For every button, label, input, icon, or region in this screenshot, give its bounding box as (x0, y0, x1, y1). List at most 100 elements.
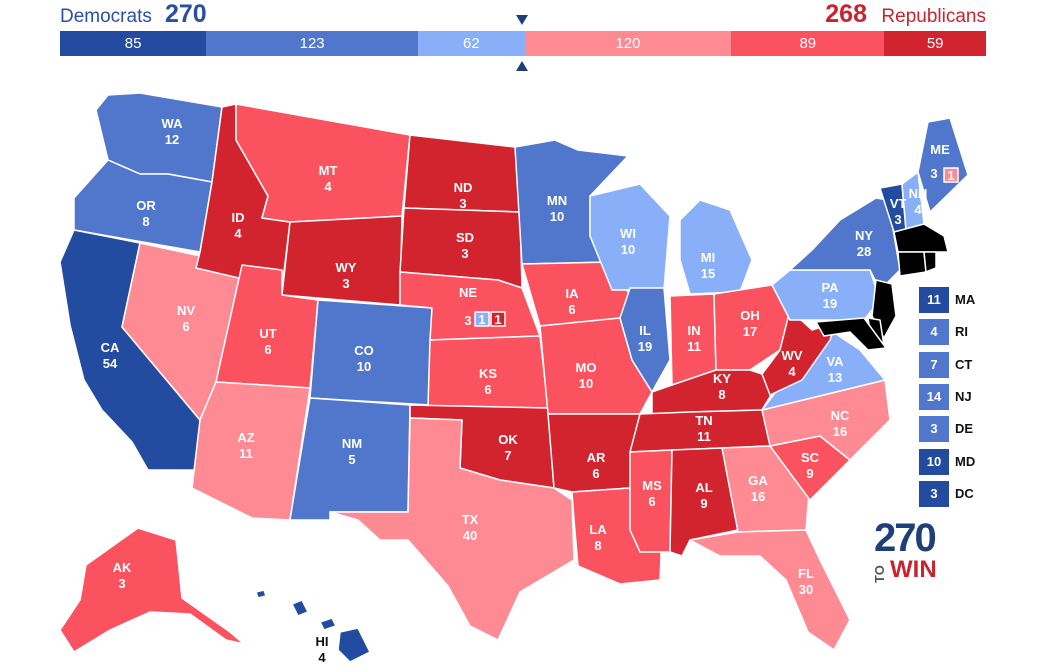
ne-district-2-box[interactable] (474, 311, 490, 327)
small-state-abbr: DE (955, 421, 974, 437)
small-state-ma[interactable]: 11 MA (919, 287, 1039, 313)
state-ev-wi: 10 (621, 242, 635, 257)
state-ev-ne: 3 (464, 313, 471, 328)
democrats-total: 270 (165, 0, 207, 28)
small-state-ev-box: 11 (919, 287, 949, 313)
state-label-sd: SD (456, 230, 474, 245)
ev-bar-safe-dem: 85 (60, 31, 207, 56)
state-label-tn: TN (695, 413, 712, 428)
state-me[interactable] (917, 117, 969, 213)
state-label-wy: WY (336, 260, 357, 275)
state-label-il: IL (639, 323, 651, 338)
state-ev-pa: 19 (823, 296, 837, 311)
state-ev-nc: 16 (833, 424, 847, 439)
small-state-dc[interactable]: 3 DC (919, 480, 1039, 507)
ne-district-2-ev: 1 (478, 312, 485, 327)
state-az[interactable] (191, 381, 311, 521)
state-ev-ms: 6 (648, 494, 655, 509)
state-label-wv: WV (782, 348, 803, 363)
state-ak[interactable] (59, 527, 245, 653)
small-state-ev-box: 10 (919, 448, 949, 475)
state-ev-ok: 7 (504, 448, 511, 463)
state-label-tx: TX (462, 512, 479, 527)
small-state-abbr: MD (955, 453, 976, 469)
ev-bar-safe-rep: 59 (884, 31, 986, 56)
logo-to: TO (872, 565, 887, 583)
state-label-ia: IA (566, 286, 580, 301)
ev-bar-likely-dem: 123 (206, 31, 418, 56)
me-district-2-box[interactable] (943, 167, 959, 183)
small-state-abbr: DC (955, 485, 974, 501)
state-ri[interactable] (923, 251, 937, 273)
state-ev-wv: 4 (788, 364, 796, 379)
state-ev-il: 19 (638, 339, 652, 354)
small-state-ev-box: 7 (919, 351, 949, 378)
ne-district-3-ev: 1 (494, 312, 501, 327)
ne-district-3-box[interactable] (490, 311, 506, 327)
state-ma[interactable] (893, 223, 949, 253)
small-state-ev-box: 3 (919, 416, 949, 443)
state-ms[interactable] (629, 449, 673, 553)
small-state-abbr: MA (955, 292, 976, 307)
us-electoral-map: WA12OR8CA54NV6ID4MT4WY3UT6AZ11CO10NM5ND3… (59, 92, 969, 665)
state-ev-mn: 10 (550, 209, 564, 224)
270-marker-top-icon (516, 15, 528, 25)
state-ev-ga: 16 (751, 489, 765, 504)
state-ev-mt: 4 (324, 179, 332, 194)
state-ev-tn: 11 (697, 429, 711, 444)
logo-win: WIN (890, 556, 937, 583)
state-ev-wa: 12 (165, 132, 179, 147)
state-ev-mi: 15 (701, 266, 715, 281)
state-mi[interactable] (679, 199, 753, 295)
state-label-ny: NY (855, 228, 873, 243)
state-md[interactable] (815, 317, 887, 351)
state-label-ne: NE (459, 285, 477, 300)
state-fl[interactable] (689, 529, 851, 651)
state-ev-sc: 9 (806, 466, 813, 481)
ev-bar-likely-rep: 89 (731, 31, 885, 56)
state-label-ks: KS (479, 366, 497, 381)
state-label-ca: CA (101, 340, 120, 355)
state-label-in: IN (688, 323, 701, 338)
state-ev-ny: 28 (857, 244, 871, 259)
small-state-abbr: CT (955, 356, 973, 372)
state-ev-vt: 3 (894, 212, 901, 227)
state-ev-id: 4 (234, 226, 242, 241)
small-state-ev-box: 14 (919, 383, 949, 410)
small-state-ri[interactable]: 4 RI (919, 319, 1039, 346)
state-label-mi: MI (701, 250, 715, 265)
democrats-label: Democrats (60, 6, 152, 27)
state-ev-co: 10 (357, 359, 371, 374)
state-tx[interactable] (329, 417, 575, 641)
state-label-fl: FL (798, 566, 814, 581)
state-ev-ks: 6 (484, 382, 491, 397)
state-label-nh: NH (909, 186, 928, 201)
state-label-al: AL (695, 480, 712, 495)
state-label-nm: NM (342, 436, 362, 451)
state-pa[interactable] (771, 269, 881, 321)
state-ev-mo: 10 (579, 376, 593, 391)
small-state-de[interactable]: 3 DE (919, 416, 1039, 443)
state-ev-ut: 6 (264, 342, 271, 357)
state-label-hi: HI (316, 634, 329, 649)
state-label-wa: WA (162, 116, 184, 131)
small-state-nj[interactable]: 14 NJ (919, 383, 1039, 410)
electoral-vote-bar: 85 123 62 120 89 59 (60, 31, 986, 56)
state-label-nd: ND (454, 180, 473, 195)
state-ev-nh: 4 (914, 202, 922, 217)
small-state-ct[interactable]: 7 CT (919, 351, 1039, 378)
small-state-md[interactable]: 10 MD (919, 448, 1039, 475)
state-label-ar: AR (587, 450, 606, 465)
state-label-id: ID (232, 210, 245, 225)
state-ev-sd: 3 (461, 246, 468, 261)
270-marker-bottom-icon (516, 61, 528, 71)
state-label-vt: VT (890, 196, 907, 211)
state-ev-in: 11 (687, 339, 701, 354)
state-ev-tx: 40 (463, 528, 477, 543)
state-label-az: AZ (237, 430, 254, 445)
state-ev-ky: 8 (718, 387, 725, 402)
state-hi[interactable] (255, 589, 371, 663)
electoral-header: Democrats 270 268 Republicans 85 123 62 120… (0, 0, 1050, 80)
state-ct[interactable] (897, 251, 927, 277)
state-label-me: ME (930, 142, 950, 157)
